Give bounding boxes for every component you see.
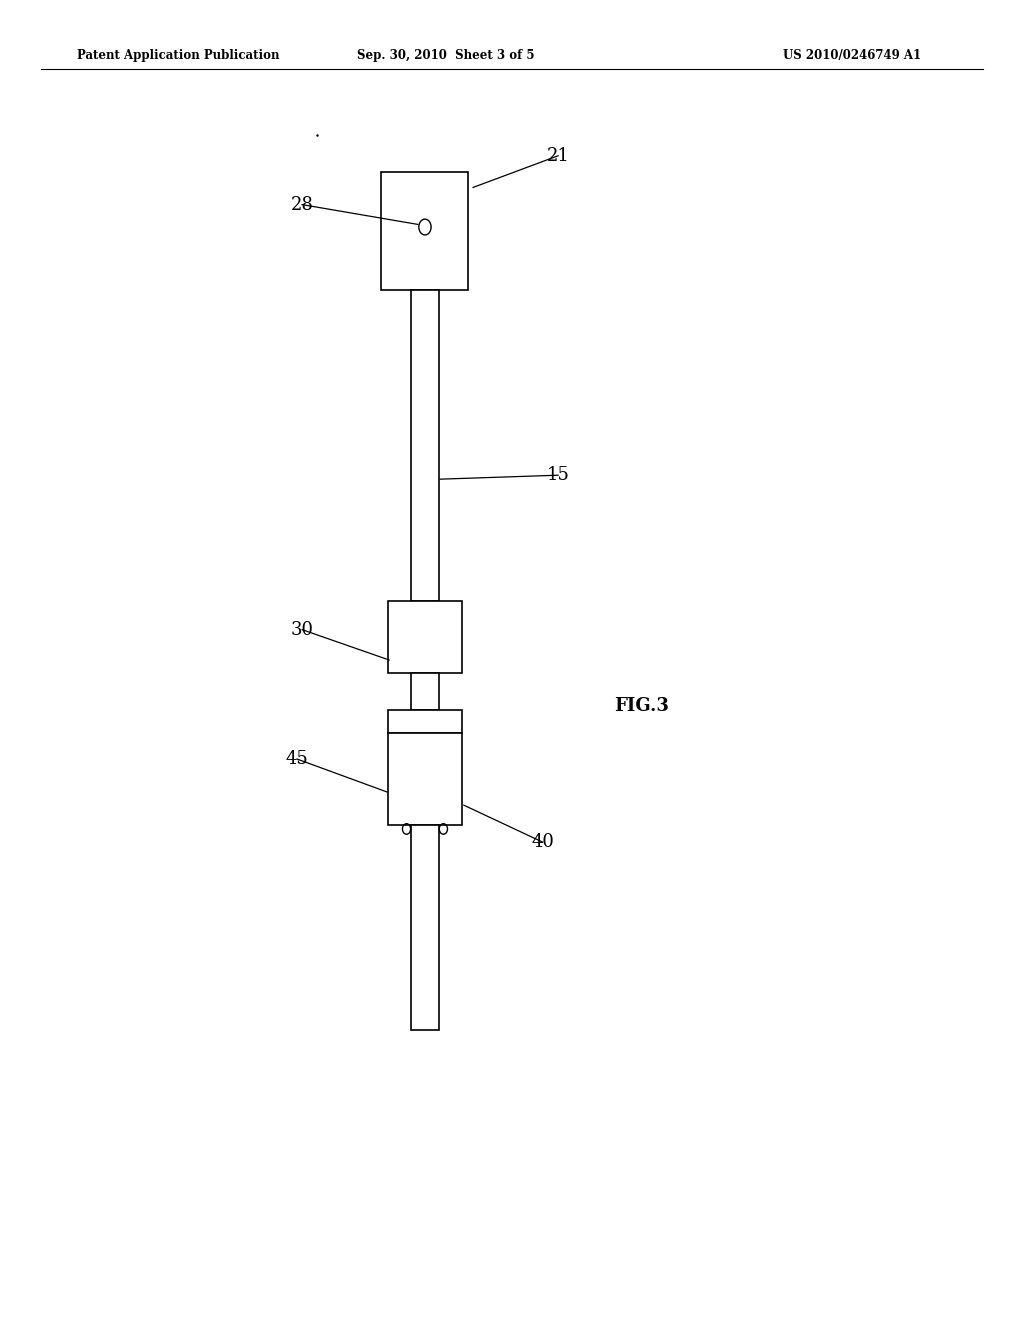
Bar [411,825,439,1030]
Bar [388,601,462,673]
Bar [411,673,439,710]
Bar [388,733,462,825]
Text: 40: 40 [531,833,554,851]
Text: US 2010/0246749 A1: US 2010/0246749 A1 [783,49,922,62]
Text: FIG.3: FIG.3 [614,697,670,715]
Text: Patent Application Publication: Patent Application Publication [77,49,280,62]
Text: 21: 21 [547,147,569,165]
Text: 28: 28 [291,195,313,214]
Bar [381,172,469,290]
Text: Sep. 30, 2010  Sheet 3 of 5: Sep. 30, 2010 Sheet 3 of 5 [356,49,535,62]
Bar [388,710,462,733]
Bar [411,290,439,601]
Text: 30: 30 [291,620,313,639]
Text: 15: 15 [547,466,569,484]
Text: 45: 45 [286,750,308,768]
